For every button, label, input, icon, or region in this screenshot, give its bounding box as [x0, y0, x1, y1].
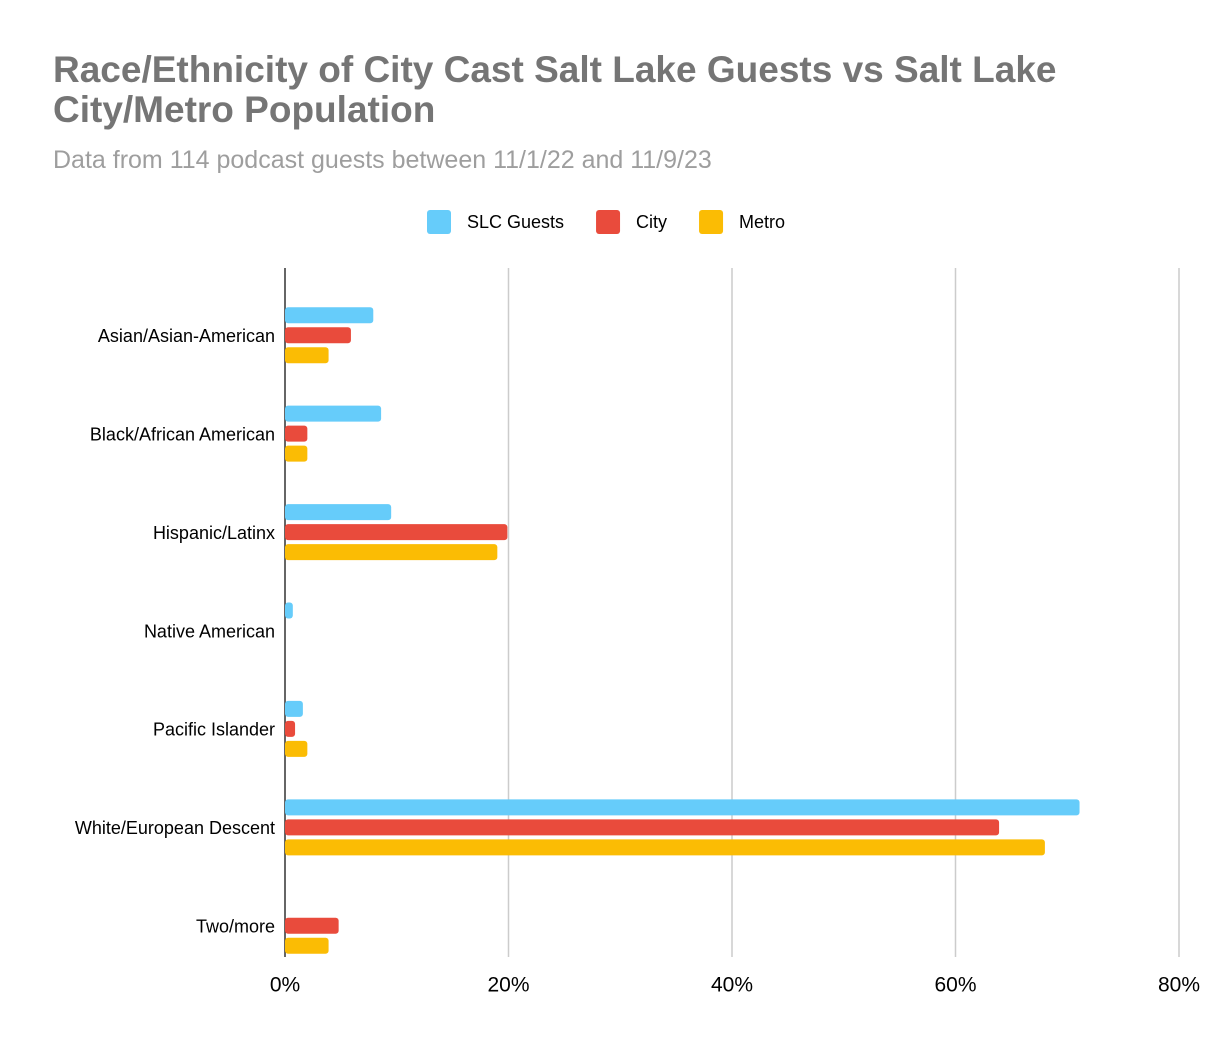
y-tick-label: Black/African American	[90, 424, 275, 444]
legend-swatch	[596, 210, 621, 234]
bar	[285, 917, 339, 934]
bar	[285, 602, 293, 619]
legend-label: SLC Guests	[467, 212, 564, 232]
bar	[285, 425, 308, 442]
bar	[285, 405, 382, 422]
y-tick-label: Asian/Asian-American	[98, 326, 275, 346]
bar	[285, 720, 296, 737]
bar	[285, 799, 1080, 816]
bar	[285, 504, 392, 521]
bar	[285, 327, 351, 344]
x-tick-label: 0%	[270, 974, 300, 997]
bar	[285, 544, 498, 561]
chart-subtitle: Data from 114 podcast guests between 11/…	[53, 146, 712, 174]
bar	[285, 700, 303, 717]
bar	[285, 524, 508, 541]
y-tick-label: Pacific Islander	[153, 720, 275, 740]
y-tick-label: Two/more	[196, 917, 275, 937]
x-tick-label: 80%	[1158, 974, 1200, 997]
legend-swatch	[699, 210, 724, 234]
x-tick-label: 40%	[711, 974, 753, 997]
bar	[285, 307, 374, 324]
x-tick-label: 20%	[487, 974, 529, 997]
chart-title: Race/Ethnicity of City Cast Salt Lake Gu…	[53, 49, 1057, 130]
y-tick-label: White/European Descent	[75, 818, 275, 838]
legend-label: Metro	[739, 212, 785, 232]
legend-label: City	[636, 212, 667, 232]
bar	[285, 445, 308, 462]
bar	[285, 740, 308, 757]
y-tick-label: Native American	[144, 621, 275, 641]
bar	[285, 937, 329, 954]
bar	[285, 347, 329, 364]
y-tick-label: Hispanic/Latinx	[153, 523, 275, 543]
legend-swatch	[427, 210, 451, 234]
bar	[285, 839, 1045, 856]
x-tick-label: 60%	[934, 974, 976, 997]
bar	[285, 819, 1000, 836]
